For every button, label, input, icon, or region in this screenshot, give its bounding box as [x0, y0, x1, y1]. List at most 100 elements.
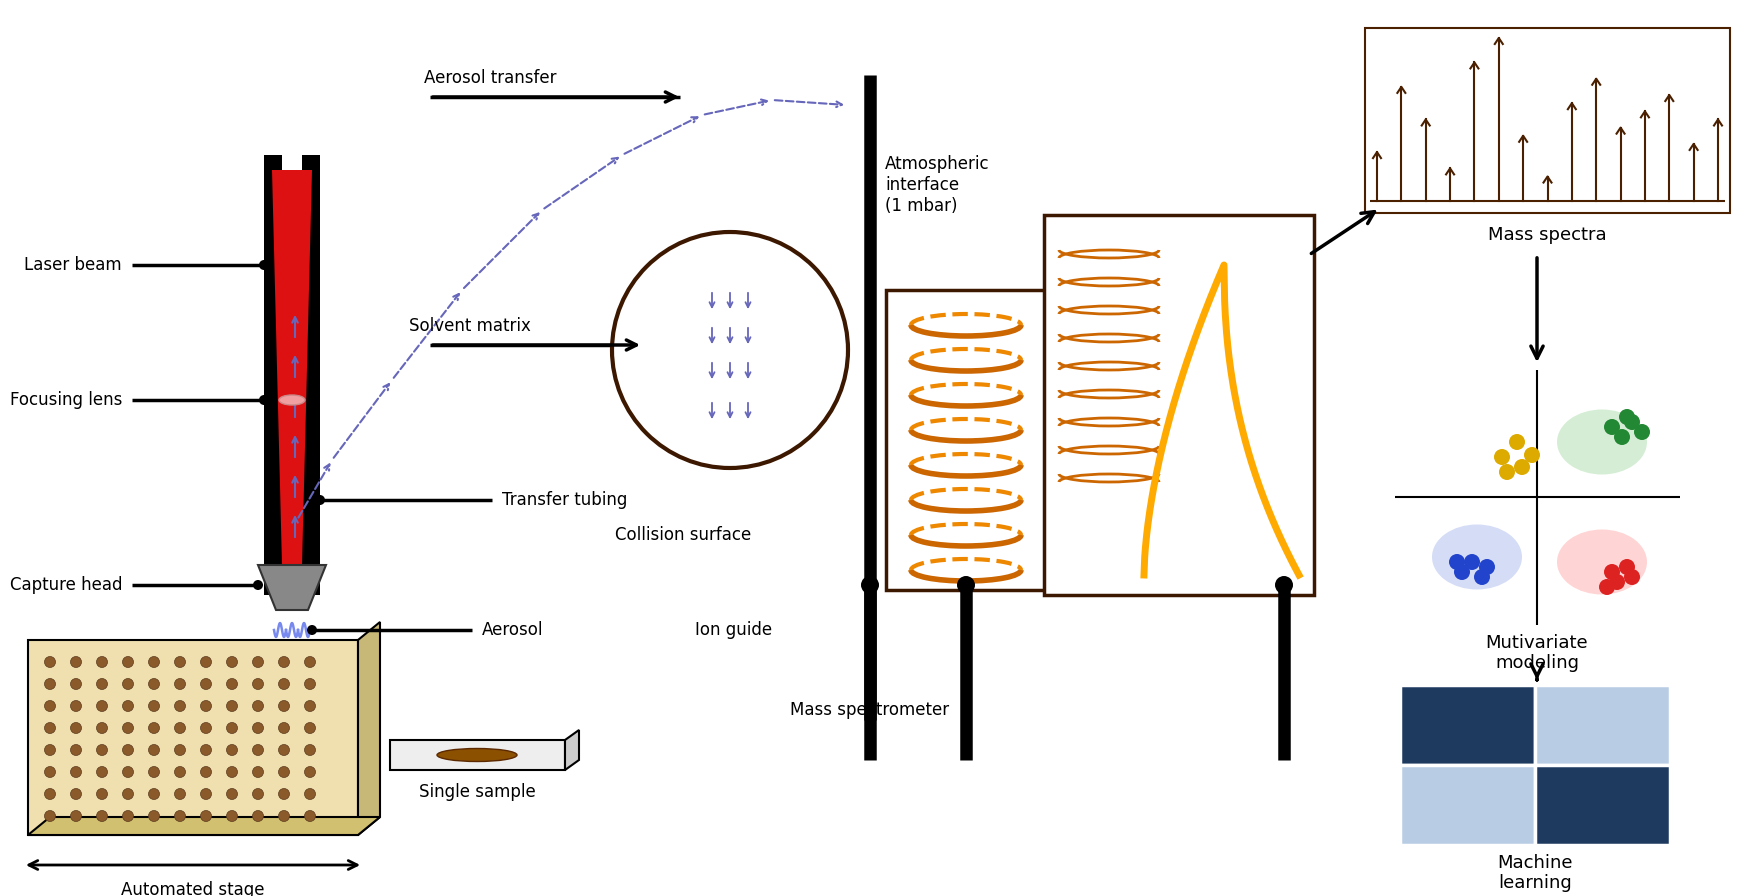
- Circle shape: [148, 766, 160, 778]
- Text: Automated stage: Automated stage: [122, 881, 264, 896]
- Circle shape: [611, 232, 848, 468]
- Circle shape: [278, 701, 289, 711]
- Circle shape: [123, 701, 134, 711]
- Text: Capture head: Capture head: [9, 576, 122, 594]
- Bar: [1401, 765, 1535, 845]
- Circle shape: [278, 766, 289, 778]
- Circle shape: [1478, 559, 1494, 575]
- Circle shape: [97, 657, 107, 668]
- Circle shape: [278, 657, 289, 668]
- Circle shape: [148, 745, 160, 755]
- Text: Focusing lens: Focusing lens: [9, 391, 122, 409]
- Circle shape: [278, 788, 289, 799]
- Circle shape: [201, 766, 211, 778]
- Circle shape: [123, 722, 134, 734]
- Circle shape: [123, 766, 134, 778]
- Circle shape: [278, 811, 289, 822]
- Circle shape: [252, 678, 264, 690]
- Circle shape: [174, 745, 185, 755]
- Circle shape: [44, 745, 55, 755]
- Circle shape: [174, 701, 185, 711]
- Circle shape: [1454, 564, 1470, 580]
- Circle shape: [252, 788, 264, 799]
- Circle shape: [201, 701, 211, 711]
- Bar: [1535, 685, 1670, 765]
- Polygon shape: [28, 640, 358, 835]
- Circle shape: [227, 701, 238, 711]
- Text: Aerosol transfer: Aerosol transfer: [423, 69, 557, 87]
- Circle shape: [254, 580, 263, 590]
- Polygon shape: [566, 730, 580, 770]
- Circle shape: [201, 788, 211, 799]
- Circle shape: [1625, 569, 1640, 585]
- Text: Atmospheric
interface
(1 mbar): Atmospheric interface (1 mbar): [885, 155, 990, 215]
- Ellipse shape: [1433, 524, 1522, 590]
- Circle shape: [174, 766, 185, 778]
- Circle shape: [201, 745, 211, 755]
- Circle shape: [1475, 569, 1491, 585]
- Ellipse shape: [278, 395, 305, 405]
- Polygon shape: [389, 740, 566, 770]
- Bar: [264, 155, 282, 595]
- Circle shape: [1625, 414, 1640, 430]
- Bar: [1401, 685, 1535, 765]
- Circle shape: [305, 722, 315, 734]
- Circle shape: [1603, 419, 1619, 435]
- Circle shape: [259, 260, 270, 270]
- Text: Single sample: Single sample: [419, 783, 536, 801]
- Circle shape: [227, 678, 238, 690]
- Circle shape: [1499, 464, 1515, 480]
- Circle shape: [1524, 447, 1540, 463]
- Circle shape: [305, 788, 315, 799]
- Circle shape: [123, 788, 134, 799]
- Polygon shape: [271, 170, 312, 565]
- Text: Aerosol: Aerosol: [483, 621, 543, 639]
- Circle shape: [227, 657, 238, 668]
- Circle shape: [278, 678, 289, 690]
- Circle shape: [174, 678, 185, 690]
- Circle shape: [123, 811, 134, 822]
- Circle shape: [1603, 564, 1619, 580]
- Circle shape: [97, 678, 107, 690]
- Circle shape: [123, 745, 134, 755]
- Circle shape: [1614, 429, 1630, 445]
- Circle shape: [44, 766, 55, 778]
- Circle shape: [957, 576, 974, 594]
- Circle shape: [148, 811, 160, 822]
- Circle shape: [305, 678, 315, 690]
- Circle shape: [1508, 434, 1524, 450]
- Circle shape: [278, 722, 289, 734]
- Circle shape: [174, 722, 185, 734]
- Circle shape: [123, 678, 134, 690]
- Bar: [301, 155, 321, 595]
- Circle shape: [305, 745, 315, 755]
- Ellipse shape: [1558, 409, 1647, 475]
- Circle shape: [1619, 559, 1635, 575]
- Circle shape: [44, 701, 55, 711]
- Ellipse shape: [1558, 530, 1647, 595]
- Circle shape: [148, 788, 160, 799]
- Circle shape: [252, 811, 264, 822]
- Circle shape: [252, 722, 264, 734]
- Circle shape: [278, 745, 289, 755]
- Circle shape: [44, 678, 55, 690]
- Circle shape: [70, 678, 81, 690]
- Text: Mass spectrometer: Mass spectrometer: [789, 701, 950, 719]
- Circle shape: [97, 701, 107, 711]
- Circle shape: [201, 678, 211, 690]
- Text: Mutivariate
modeling: Mutivariate modeling: [1485, 633, 1588, 672]
- Circle shape: [259, 395, 270, 405]
- Text: Mass spectra: Mass spectra: [1487, 226, 1607, 244]
- Circle shape: [252, 657, 264, 668]
- Text: Transfer tubing: Transfer tubing: [502, 491, 627, 509]
- Bar: [1535, 765, 1670, 845]
- Bar: [1045, 215, 1314, 595]
- Circle shape: [148, 678, 160, 690]
- Polygon shape: [257, 565, 326, 610]
- Circle shape: [70, 745, 81, 755]
- Circle shape: [70, 788, 81, 799]
- Circle shape: [252, 701, 264, 711]
- Circle shape: [252, 766, 264, 778]
- Circle shape: [227, 788, 238, 799]
- Text: Laser beam: Laser beam: [25, 256, 122, 274]
